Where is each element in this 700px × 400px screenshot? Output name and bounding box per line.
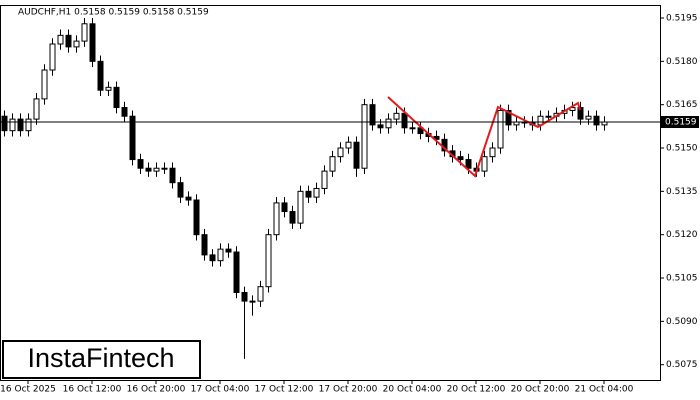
y-tick-label: 0.5135 bbox=[666, 187, 698, 197]
candle-body bbox=[593, 115, 600, 126]
candle-body bbox=[569, 107, 576, 111]
price-label-box bbox=[661, 116, 699, 129]
candle-body bbox=[17, 118, 24, 132]
candle-body bbox=[321, 170, 328, 189]
candle-body bbox=[345, 141, 352, 149]
y-tick-label: 0.5150 bbox=[666, 144, 698, 154]
logo: InstaFintech bbox=[27, 343, 174, 373]
pattern-line bbox=[387, 96, 581, 178]
y-tick-label: 0.5195 bbox=[666, 14, 698, 24]
candle-body bbox=[97, 60, 104, 91]
candle-body bbox=[337, 147, 344, 158]
candle-body bbox=[489, 147, 496, 158]
candle-body bbox=[25, 118, 32, 132]
candle-body bbox=[225, 248, 232, 253]
candle-body bbox=[393, 112, 400, 120]
candle-body bbox=[105, 86, 112, 91]
x-tick-label: 17 Oct 20:00 bbox=[319, 385, 378, 395]
candle-body bbox=[305, 190, 312, 198]
candle-body bbox=[89, 23, 96, 62]
plot-frame bbox=[0, 5, 661, 381]
candle-body bbox=[385, 118, 392, 129]
candle-body bbox=[177, 182, 184, 198]
candle-body bbox=[409, 127, 416, 130]
y-tick-label: 0.5090 bbox=[666, 317, 698, 327]
x-tick-label: 17 Oct 12:00 bbox=[255, 385, 314, 395]
candle-body bbox=[401, 112, 408, 129]
candle-body bbox=[457, 156, 464, 161]
candle-body bbox=[481, 156, 488, 172]
candle-body bbox=[545, 115, 552, 118]
candle-body bbox=[257, 286, 264, 302]
candle-body bbox=[57, 34, 64, 45]
candle-body bbox=[137, 159, 144, 169]
candle-body bbox=[377, 124, 384, 129]
candle-body bbox=[33, 98, 40, 120]
price-label: 0.5159 bbox=[665, 118, 697, 128]
candle-body bbox=[209, 254, 216, 262]
x-tick-label: 16 Oct 12:00 bbox=[63, 385, 122, 395]
chart-title: AUDCHF,H1 0.5158 0.5159 0.5158 0.5159 bbox=[18, 8, 209, 18]
candle-body bbox=[113, 86, 120, 109]
x-tick-label: 16 Oct 2025 bbox=[0, 385, 56, 395]
candle-body bbox=[217, 248, 224, 262]
candle-body bbox=[585, 115, 592, 120]
candle-body bbox=[73, 40, 80, 48]
candle-body bbox=[193, 199, 200, 236]
candle-body bbox=[289, 211, 296, 224]
candle-body bbox=[353, 141, 360, 169]
x-tick-label: 16 Oct 20:00 bbox=[127, 385, 186, 395]
x-tick-label: 20 Oct 20:00 bbox=[511, 385, 570, 395]
candle-body bbox=[41, 69, 48, 100]
y-tick-label: 0.5165 bbox=[666, 100, 698, 110]
candle-body bbox=[65, 34, 72, 48]
candle-body bbox=[265, 234, 272, 288]
candle-body bbox=[129, 115, 136, 161]
y-tick-label: 0.5075 bbox=[666, 360, 698, 370]
y-tick-label: 0.5180 bbox=[666, 57, 698, 67]
candle-body bbox=[169, 167, 176, 184]
y-tick-label: 0.5105 bbox=[666, 274, 698, 284]
candle-body bbox=[153, 167, 160, 172]
candle-body bbox=[281, 202, 288, 213]
candle-body bbox=[313, 187, 320, 198]
candle-body bbox=[465, 159, 472, 169]
candle-body bbox=[121, 107, 128, 117]
candle-body bbox=[505, 109, 512, 126]
candle-body bbox=[577, 107, 584, 120]
x-tick-label: 17 Oct 04:00 bbox=[191, 385, 250, 395]
candle-body bbox=[297, 190, 304, 224]
candle-body bbox=[185, 196, 192, 201]
x-tick-label: 20 Oct 12:00 bbox=[447, 385, 506, 395]
candle-body bbox=[145, 167, 152, 172]
candle-body bbox=[273, 202, 280, 236]
x-tick-label: 20 Oct 04:00 bbox=[383, 385, 442, 395]
candle-body bbox=[233, 251, 240, 293]
candle-body bbox=[81, 23, 88, 42]
candle-body bbox=[161, 167, 168, 170]
logo-box bbox=[2, 340, 201, 379]
candle-body bbox=[249, 300, 256, 303]
candle-body bbox=[9, 118, 16, 132]
candle-body bbox=[369, 104, 376, 126]
y-tick-label: 0.5120 bbox=[666, 230, 698, 240]
x-tick-label: 21 Oct 04:00 bbox=[575, 385, 634, 395]
candle-body bbox=[329, 156, 336, 172]
candle-body bbox=[201, 234, 208, 256]
candle-body bbox=[49, 43, 56, 71]
candle-body bbox=[241, 291, 248, 302]
candle-body bbox=[497, 109, 504, 149]
candle-body bbox=[1, 115, 8, 132]
candle-body bbox=[361, 104, 368, 169]
